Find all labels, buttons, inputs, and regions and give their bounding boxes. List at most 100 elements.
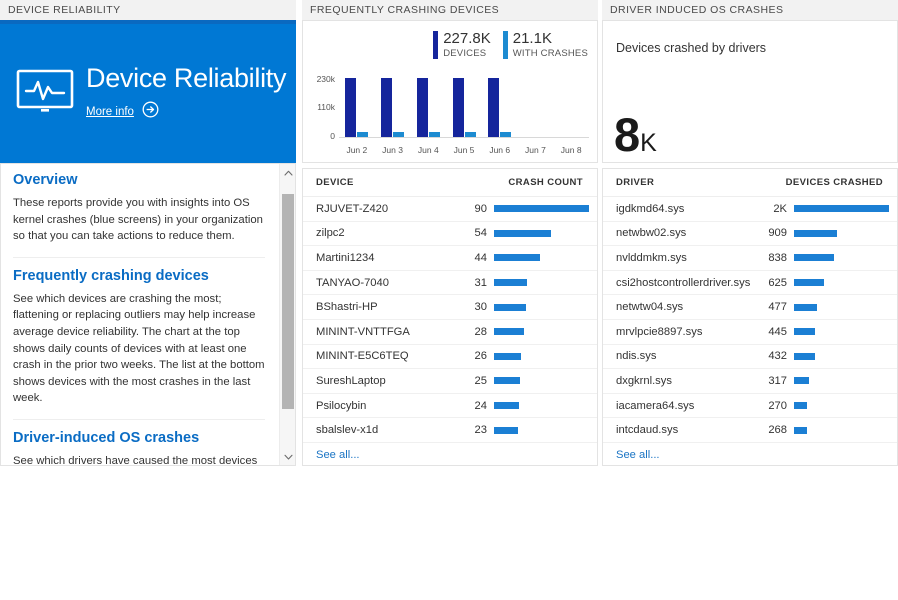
table-row[interactable]: zilpc2 54 [303,222,597,247]
row-bar-fill [794,229,838,237]
overview-section: Frequently crashing devices See which de… [13,258,265,420]
table-row[interactable]: iacamera64.sys 270 [603,394,897,419]
row-value: 28 [474,325,487,338]
row-value: 90 [474,202,487,215]
table-row[interactable]: RJUVET-Z420 90 [303,197,597,222]
row-bar-track [794,229,889,237]
row-bar-track [494,229,589,237]
row-bar-fill [494,352,522,360]
column-label-crash-count: CRASH COUNT [508,177,583,188]
table-row[interactable]: TANYAO-7040 31 [303,271,597,296]
column-label-driver: DRIVER [616,177,655,188]
row-name: igdkmd64.sys [616,202,685,215]
row-name: dxgkrnl.sys [616,374,672,387]
more-info-link[interactable]: More info [86,106,134,119]
bar-group [482,77,518,137]
table-row[interactable]: dxgkrnl.sys 317 [603,369,897,394]
row-value: 909 [768,227,787,240]
x-axis-tick: Jun 4 [417,145,439,155]
table-row[interactable]: igdkmd64.sys 2K [603,197,897,222]
row-value: 31 [474,276,487,289]
table-row[interactable]: sbalslev-x1d 23 [303,418,597,443]
overview-panel: Overview These reports provide you with … [0,163,296,466]
chevron-up-icon[interactable] [280,164,295,181]
section-body: See which drivers have caused the most d… [13,454,258,465]
driver-see-all-link[interactable]: See all... [616,449,660,462]
row-bar-track [494,254,589,262]
kpi-unit: K [640,129,657,157]
row-bar-track [794,377,889,385]
row-bar-track [494,352,589,360]
table-row[interactable]: intcdaud.sys 268 [603,418,897,443]
y-axis-tick: 0 [330,131,335,141]
row-bar-track [494,426,589,434]
device-list-rows: RJUVET-Z420 90 zilpc2 54 Martini1234 44 TANYAO… [303,197,597,443]
table-row[interactable]: MININT-E5C6TEQ 26 [303,345,597,370]
row-name: MININT-VNTTFGA [316,325,410,338]
scrollbar-thumb[interactable] [282,194,294,409]
table-row[interactable]: BShastri-HP 30 [303,295,597,320]
row-value: 445 [768,325,787,338]
bar-with-crashes [428,131,440,137]
row-name: Psilocybin [316,399,367,412]
row-bar-fill [494,229,551,237]
bar-with-crashes [393,131,405,137]
row-name: mrvlpcie8897.sys [616,325,703,338]
chevron-down-icon[interactable] [280,448,295,465]
section-title: Frequently crashing devices [13,267,209,284]
column-label-device: DEVICE [316,177,354,188]
row-bar-fill [794,303,817,311]
legend-swatch [502,31,508,59]
bar-devices [488,78,500,137]
table-row[interactable]: csi2hostcontrollerdriver.sys 625 [603,271,897,296]
section-body: See which devices are crashing the most;… [13,292,265,405]
row-bar-fill [494,402,520,410]
table-row[interactable]: Psilocybin 24 [303,394,597,419]
overview-section: Driver-induced OS crashes See which driv… [13,420,265,465]
arrow-circle-right-icon[interactable] [142,101,159,123]
bar-with-crashes [464,131,476,137]
vertical-scrollbar[interactable] [279,164,295,465]
device-crash-list-tile: DEVICE CRASH COUNT RJUVET-Z420 90 zilpc2 54… [302,168,598,466]
row-name: csi2hostcontrollerdriver.sys [616,276,751,289]
table-row[interactable]: ndis.sys 432 [603,345,897,370]
section-title: Driver-induced OS crashes [13,429,200,446]
x-axis-tick: Jun 6 [489,145,511,155]
bar-chart-plot: 230k 110k 0 Jun 2 Jun 3 Jun 4 Jun 5 Jun 6 Jun… [309,74,593,157]
bar-group [375,77,411,137]
hero-tile-device-reliability[interactable]: Device Reliability More info [0,20,296,163]
table-row[interactable]: mrvlpcie8897.sys 445 [603,320,897,345]
section-body: These reports provide you with insights … [13,197,263,243]
row-bar-fill [794,205,889,213]
bar-with-crashes [500,131,512,137]
table-row[interactable]: netwbw02.sys 909 [603,222,897,247]
x-axis-tick-container: Jun 2 Jun 3 Jun 4 Jun 5 Jun 6 Jun 7 Jun 8 [339,145,589,155]
row-name: TANYAO-7040 [316,276,389,289]
column-header-label: DRIVER INDUCED OS CRASHES [610,4,784,16]
column-header-label: FREQUENTLY CRASHING DEVICES [310,4,500,16]
kpi-value: 8K [614,111,657,158]
table-row[interactable]: nvlddmkm.sys 838 [603,246,897,271]
row-name: netwtw04.sys [616,301,684,314]
row-bar-fill [494,254,541,262]
row-name: intcdaud.sys [616,424,679,437]
row-bar-fill [494,279,527,287]
table-row[interactable]: Martini1234 44 [303,246,597,271]
bar-group [446,77,482,137]
bar-with-crashes [357,131,369,137]
row-name: sbalslev-x1d [316,424,379,437]
table-row[interactable]: MININT-VNTTFGA 28 [303,320,597,345]
device-see-all-link[interactable]: See all... [316,449,360,462]
row-value: 317 [768,374,787,387]
table-row[interactable]: netwtw04.sys 477 [603,295,897,320]
row-bar-track [794,303,889,311]
row-bar-fill [494,303,526,311]
row-bar-fill [794,254,834,262]
row-bar-fill [794,279,824,287]
row-name: RJUVET-Z420 [316,202,389,215]
overview-section: Overview These reports provide you with … [13,164,265,258]
table-row[interactable]: SureshLaptop 25 [303,369,597,394]
legend-caption: WITH CRASHES [512,47,588,59]
column-header-device-reliability: DEVICE RELIABILITY [0,0,296,20]
row-bar-fill [794,402,807,410]
